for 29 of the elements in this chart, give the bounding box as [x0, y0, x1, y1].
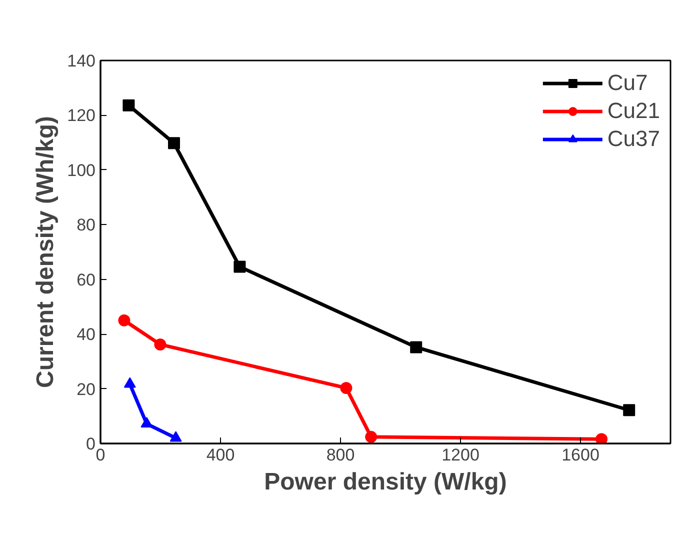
point	[154, 338, 166, 350]
x-axis-title: Power density (W/kg)	[264, 468, 507, 496]
point	[118, 314, 130, 326]
legend-label: Cu37	[607, 126, 660, 152]
point	[410, 341, 422, 354]
x-tick-label: 800	[326, 446, 355, 464]
y-tick-label: 60	[76, 270, 96, 290]
x-tick-label: 1200	[442, 446, 480, 464]
point	[623, 404, 636, 416]
point	[170, 431, 182, 442]
x-tick-label: 1600	[562, 446, 600, 464]
legend-label: Cu21	[607, 98, 660, 124]
legend-label: Cu7	[607, 70, 648, 96]
y-axis-title: Current density (Wh/kg)	[32, 116, 60, 388]
point	[168, 137, 180, 150]
y-tick-label: 40	[76, 325, 96, 344]
point	[234, 260, 246, 273]
point	[124, 377, 136, 388]
y-tick-label: 140	[67, 52, 96, 70]
y-tick-label: 20	[76, 380, 96, 399]
y-tick-label: 100	[67, 160, 96, 180]
y-tick-label: 120	[67, 106, 96, 126]
point	[122, 99, 135, 112]
point	[340, 382, 352, 394]
point	[365, 430, 378, 443]
y-tick-label: 80	[76, 216, 96, 235]
point	[596, 433, 608, 444]
point	[140, 416, 153, 428]
x-tick-label: 400	[206, 446, 235, 464]
